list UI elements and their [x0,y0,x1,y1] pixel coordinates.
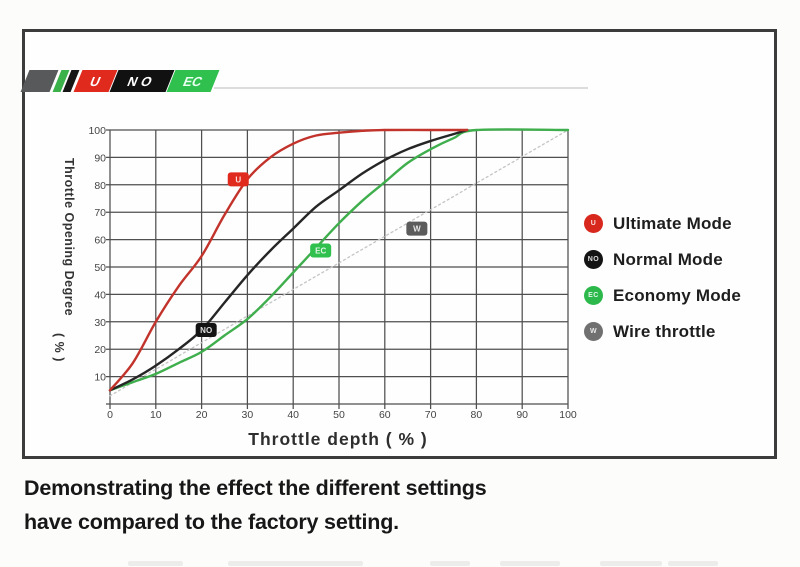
legend-label: Economy Mode [613,285,742,305]
legend-dot: NO [584,250,603,269]
y-tick-label: 90 [94,152,106,164]
cropped-row-artifact [500,561,560,566]
curve-badge-label: W [413,225,421,234]
legend-dot: EC [584,286,603,305]
x-tick-label: 100 [559,409,577,421]
legend-dot: W [584,322,603,341]
y-tick-label: 80 [94,180,106,192]
y-tick-label: 50 [94,262,106,274]
y-axis-title: Throttle Opening Degree [62,158,76,317]
curve-economy-mode [108,128,570,392]
x-tick-label: 70 [425,409,437,421]
legend-dot: U [584,214,603,233]
cropped-row-artifact [600,561,662,566]
x-tick-label: 80 [471,409,483,421]
curve-badge-u [227,172,249,187]
x-tick-label: 20 [196,409,208,421]
curve-ultimate-mode [108,128,469,392]
cropped-row-artifact [228,561,363,566]
y-tick-label: 60 [94,235,106,247]
curve-badge-w [406,221,428,236]
cropped-row-artifact [668,561,718,566]
curve-badge-label: NO [200,326,212,335]
y-tick-label: 100 [88,125,106,137]
y-tick-label: 10 [94,372,106,384]
y-tick-label: 20 [94,344,106,356]
y-axis-title-units: ( % ) [52,333,66,362]
legend-label: Wire throttle [613,321,716,341]
legend-item-wire-throttle: W Wire throttle [584,322,741,341]
x-tick-label: 60 [379,409,391,421]
curve-badge-no [195,323,217,338]
caption-line-1: Demonstrating the effect the different s… [24,476,487,500]
curve-badge-label: U [235,175,241,184]
cropped-row-artifact [128,561,183,566]
legend-label: Normal Mode [613,249,723,269]
legend-item-normal-mode: NO Normal Mode [584,250,741,269]
figure-frame [22,29,777,459]
logo-underline [214,87,588,89]
cropped-row-artifact [430,561,470,566]
curve-wire-throttle [109,129,569,397]
curve-badge-label: EC [315,247,326,256]
x-tick-label: 10 [150,409,162,421]
x-tick-label: 90 [516,409,528,421]
curve-normal-mode [108,128,469,392]
y-tick-label: 70 [94,207,106,219]
legend-label: Ultimate Mode [613,213,732,233]
y-tick-label: 30 [94,317,106,329]
chart-legend: U Ultimate Mode NO Normal Mode EC Economy Mod… [584,214,741,358]
x-tick-label: 30 [242,409,254,421]
x-tick-label: 50 [333,409,345,421]
curve-badge-ec [310,243,332,258]
caption-line-2: have compared to the factory setting. [24,510,399,534]
x-tick-label: 0 [107,409,113,421]
x-axis-title: Throttle depth ( % ) [248,429,428,449]
y-tick-label: 40 [94,289,106,301]
figure-caption: Demonstrating the effect the different s… [24,471,584,539]
legend-item-ultimate-mode: U Ultimate Mode [584,214,741,233]
x-tick-label: 40 [287,409,299,421]
legend-item-economy-mode: EC Economy Mode [584,286,741,305]
